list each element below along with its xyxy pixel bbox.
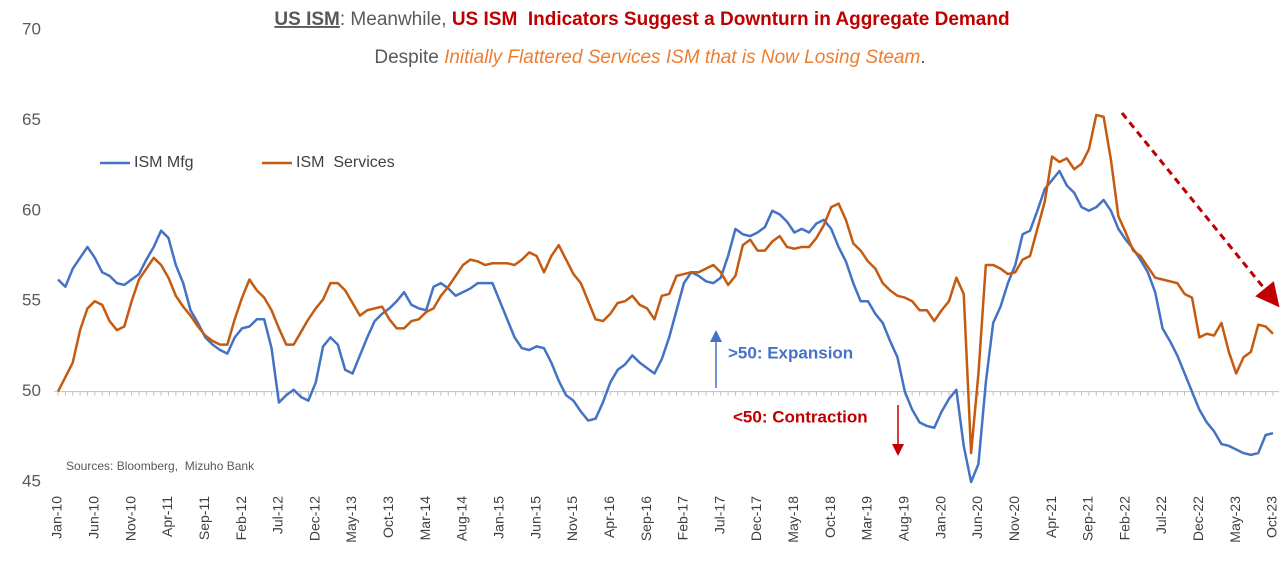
x-tick-label: Jan-20	[932, 496, 948, 539]
x-tick-label: Jun-15	[527, 496, 543, 539]
y-tick-label: 70	[22, 19, 41, 38]
x-tick-label: Feb-12	[233, 496, 249, 541]
x-tick-label: Mar-19	[859, 496, 875, 541]
x-tick-label: Jul-17	[711, 496, 727, 534]
x-tick-label: Sep-16	[638, 496, 654, 541]
x-tick-label: Oct-18	[822, 496, 838, 538]
x-tick-label: Feb-17	[675, 496, 691, 541]
x-tick-label: Jul-22	[1153, 496, 1169, 534]
x-tick-label: May-13	[343, 496, 359, 543]
title-part: : Meanwhile,	[340, 9, 452, 30]
x-tick-label: Nov-20	[1006, 496, 1022, 541]
x-tick-label: Apr-11	[159, 496, 175, 537]
x-tick-label: Nov-10	[122, 496, 138, 541]
x-tick-label: Aug-14	[454, 496, 470, 541]
y-tick-label: 65	[22, 110, 41, 129]
x-tick-label: May-18	[785, 496, 801, 543]
x-tick-label: Oct-23	[1264, 496, 1280, 538]
subtitle-part: .	[920, 47, 925, 68]
x-tick-label: Apr-16	[601, 496, 617, 538]
y-tick-label: 50	[22, 381, 41, 400]
y-tick-label: 45	[22, 471, 41, 490]
chart-subtitle: Despite Initially Flattered Services ISM…	[374, 47, 925, 68]
series-line	[56, 113, 1274, 455]
x-tick-label: Dec-17	[748, 496, 764, 541]
title-part: US ISM Indicators Suggest a Downturn in …	[452, 9, 1010, 30]
annotation: <50: Contraction	[733, 407, 868, 426]
x-tick-label: Mar-14	[417, 496, 433, 541]
title-part: US ISM	[274, 9, 339, 30]
x-tick-label: Nov-15	[564, 496, 580, 541]
subtitle-part: Despite	[374, 47, 444, 68]
series-line	[57, 169, 1274, 484]
source-note: Sources: Bloomberg, Mizuho Bank	[66, 459, 255, 473]
x-tick-label: Apr-21	[1043, 496, 1059, 538]
x-tick-label: Sep-11	[196, 496, 212, 540]
x-tick-label: Dec-12	[306, 496, 322, 541]
x-tick-label: Feb-22	[1116, 496, 1132, 541]
x-tick-label: Jan-10	[49, 496, 65, 539]
x-tick-label: Jul-12	[270, 496, 286, 534]
legend-label: ISM Services	[296, 154, 395, 171]
y-tick-label: 60	[22, 200, 41, 219]
x-tick-label: Dec-22	[1190, 496, 1206, 541]
legend-label: ISM Mfg	[134, 154, 194, 171]
x-tick-label: Oct-13	[380, 496, 396, 538]
trend-arrow	[1120, 112, 1280, 308]
x-tick-label: Jun-10	[86, 496, 102, 539]
subtitle-part: Initially Flattered Services ISM that is…	[444, 47, 920, 68]
x-tick-label: Sep-21	[1080, 496, 1096, 541]
x-tick-label: May-23	[1227, 496, 1243, 543]
y-tick-label: 55	[22, 291, 41, 310]
x-tick-label: Jun-20	[969, 496, 985, 539]
chart-title: US ISM: Meanwhile, US ISM Indicators Sug…	[274, 9, 1009, 30]
x-tick-label: Jan-15	[491, 496, 507, 539]
annotation: >50: Expansion	[728, 343, 853, 362]
x-tick-label: Aug-19	[896, 496, 912, 541]
